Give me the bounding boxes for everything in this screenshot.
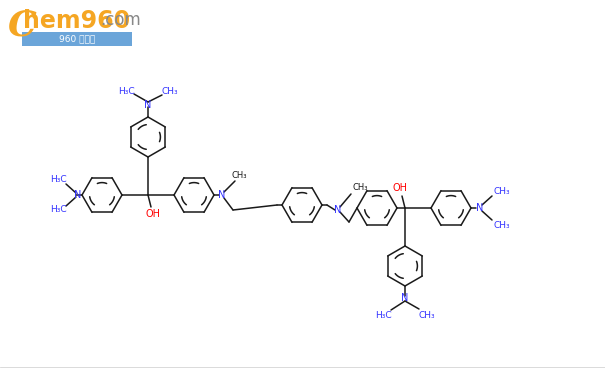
Text: OH: OH	[393, 183, 408, 193]
Text: C: C	[8, 8, 37, 42]
Text: N: N	[145, 100, 152, 110]
Text: N: N	[74, 190, 82, 200]
Text: N: N	[401, 293, 409, 303]
Text: CH₃: CH₃	[494, 220, 510, 230]
Text: H₃C: H₃C	[50, 206, 67, 214]
Text: N: N	[476, 203, 483, 213]
Text: CH₃: CH₃	[231, 171, 247, 180]
Text: N: N	[335, 205, 342, 215]
Bar	[22, 32, 132, 46]
Text: CH₃: CH₃	[352, 183, 368, 192]
Text: 960 化工网: 960 化工网	[59, 34, 95, 44]
Text: OH: OH	[145, 209, 160, 219]
Text: CH₃: CH₃	[419, 310, 436, 320]
Text: CH₃: CH₃	[494, 186, 510, 195]
Text: CH₃: CH₃	[162, 87, 178, 96]
Text: hem960: hem960	[23, 9, 130, 33]
Text: N: N	[218, 190, 226, 200]
Text: H₃C: H₃C	[374, 310, 391, 320]
Text: H₃C: H₃C	[118, 87, 134, 96]
Text: .com: .com	[100, 11, 141, 29]
Text: H₃C: H₃C	[50, 176, 67, 184]
